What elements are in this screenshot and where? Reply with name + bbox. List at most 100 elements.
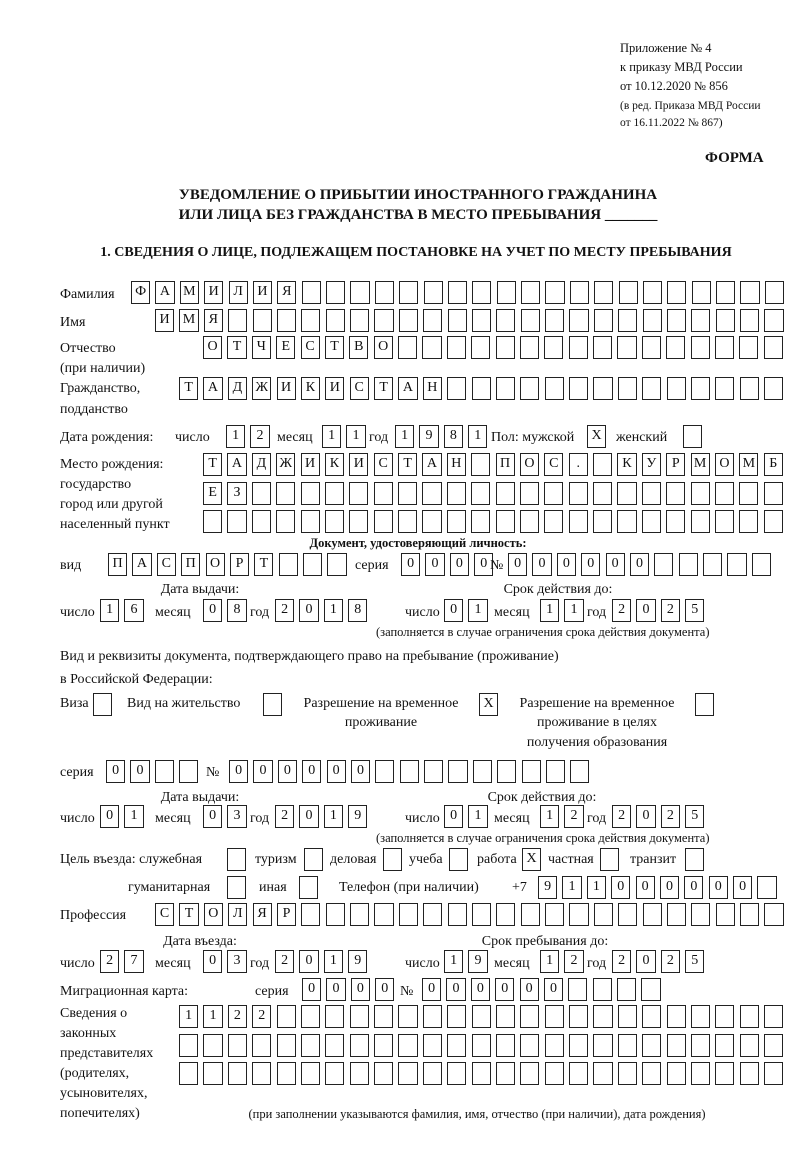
- char-box[interactable]: [764, 1062, 784, 1085]
- char-box[interactable]: [447, 377, 467, 400]
- char-box[interactable]: 0: [446, 978, 466, 1001]
- char-box[interactable]: [496, 309, 516, 332]
- char-box[interactable]: Ж: [252, 377, 272, 400]
- char-box[interactable]: 1: [322, 425, 342, 448]
- char-box[interactable]: [495, 1005, 516, 1028]
- char-box[interactable]: У: [641, 453, 661, 476]
- char-box[interactable]: 1: [124, 805, 144, 828]
- char-box[interactable]: [569, 1005, 589, 1028]
- char-box[interactable]: И: [325, 377, 345, 400]
- char-box[interactable]: [642, 377, 662, 400]
- char-box[interactable]: А: [227, 453, 247, 476]
- female-checkbox[interactable]: [683, 425, 703, 448]
- char-box[interactable]: [666, 482, 686, 505]
- purpose-humanitarian[interactable]: [227, 876, 247, 899]
- char-box[interactable]: 0: [543, 978, 564, 1001]
- char-box[interactable]: [471, 453, 491, 476]
- char-box[interactable]: [399, 760, 419, 783]
- char-box[interactable]: [374, 1034, 394, 1057]
- char-box[interactable]: [374, 281, 394, 304]
- char-box[interactable]: [303, 553, 323, 576]
- char-box[interactable]: [447, 903, 467, 926]
- char-box[interactable]: 0: [425, 553, 445, 576]
- char-box[interactable]: [179, 760, 199, 783]
- char-box[interactable]: 0: [302, 760, 322, 783]
- char-box[interactable]: 9: [538, 876, 558, 899]
- char-box[interactable]: [422, 336, 442, 359]
- char-box[interactable]: [227, 1062, 247, 1085]
- char-box[interactable]: [349, 1062, 369, 1085]
- char-box[interactable]: [495, 377, 516, 400]
- char-box[interactable]: Н: [446, 453, 466, 476]
- char-box[interactable]: [423, 903, 443, 926]
- char-box[interactable]: [715, 309, 735, 332]
- char-box[interactable]: [251, 510, 271, 533]
- char-box[interactable]: [422, 1005, 442, 1028]
- char-box[interactable]: 1: [226, 425, 246, 448]
- char-box[interactable]: [495, 1062, 516, 1085]
- char-box[interactable]: 8: [443, 425, 463, 448]
- char-box[interactable]: 0: [659, 876, 680, 899]
- char-box[interactable]: [544, 1034, 564, 1057]
- char-box[interactable]: [764, 281, 784, 304]
- char-box[interactable]: [739, 1062, 759, 1085]
- char-box[interactable]: [751, 553, 771, 576]
- char-box[interactable]: [251, 482, 271, 505]
- char-box[interactable]: [227, 1034, 247, 1057]
- char-box[interactable]: Л: [228, 281, 248, 304]
- char-box[interactable]: [227, 848, 247, 871]
- char-box[interactable]: [446, 482, 466, 505]
- char-box[interactable]: В: [349, 336, 369, 359]
- char-box[interactable]: И: [252, 281, 273, 304]
- char-box[interactable]: [714, 336, 735, 359]
- char-box[interactable]: [300, 1062, 321, 1085]
- char-box[interactable]: Д: [251, 453, 271, 476]
- char-box[interactable]: [568, 978, 588, 1001]
- purpose-official[interactable]: [227, 848, 247, 871]
- char-box[interactable]: [757, 876, 777, 899]
- char-box[interactable]: 0: [299, 805, 319, 828]
- char-box[interactable]: [301, 309, 321, 332]
- char-box[interactable]: [423, 281, 443, 304]
- char-box[interactable]: [667, 281, 687, 304]
- char-box[interactable]: 1: [444, 950, 464, 973]
- char-box[interactable]: [678, 553, 698, 576]
- birthplace-row-3[interactable]: [203, 510, 783, 533]
- char-box[interactable]: 2: [252, 1005, 272, 1028]
- char-box[interactable]: [496, 281, 516, 304]
- char-box[interactable]: [495, 482, 515, 505]
- char-box[interactable]: О: [205, 553, 225, 576]
- char-box[interactable]: [642, 1034, 662, 1057]
- char-box[interactable]: [471, 1034, 491, 1057]
- char-box[interactable]: 0: [401, 553, 421, 576]
- char-box[interactable]: [593, 1062, 613, 1085]
- char-box[interactable]: 1: [540, 950, 560, 973]
- char-box[interactable]: [422, 510, 442, 533]
- char-box[interactable]: [545, 760, 566, 783]
- char-box[interactable]: [691, 903, 711, 926]
- char-box[interactable]: 0: [444, 599, 464, 622]
- char-box[interactable]: [617, 336, 637, 359]
- char-box[interactable]: 0: [495, 978, 515, 1001]
- char-box[interactable]: 1: [203, 1005, 223, 1028]
- char-box[interactable]: [398, 482, 418, 505]
- char-box[interactable]: 1: [468, 599, 488, 622]
- char-box[interactable]: Ч: [251, 336, 271, 359]
- char-box[interactable]: З: [227, 482, 247, 505]
- char-box[interactable]: [519, 336, 540, 359]
- char-box[interactable]: [276, 1005, 296, 1028]
- char-box[interactable]: 6: [124, 599, 144, 622]
- char-box[interactable]: О: [373, 336, 393, 359]
- char-box[interactable]: [447, 281, 468, 304]
- char-box[interactable]: Т: [254, 553, 274, 576]
- char-box[interactable]: [276, 1062, 296, 1085]
- char-box[interactable]: [764, 903, 784, 926]
